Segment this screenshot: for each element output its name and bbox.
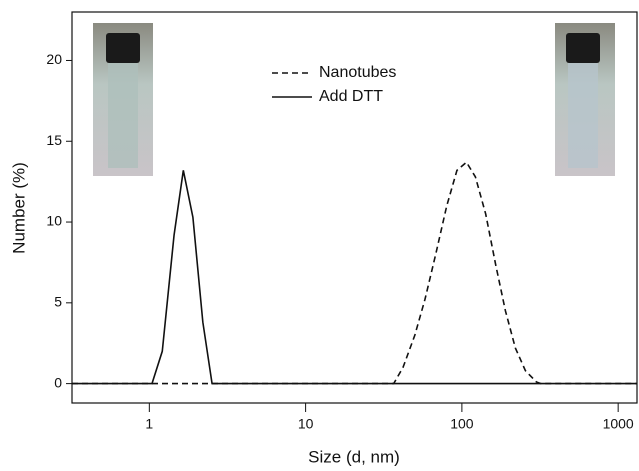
x-tick-label: 10 <box>298 416 314 432</box>
y-tick-label: 0 <box>54 374 62 390</box>
y-tick-label: 10 <box>46 213 62 229</box>
x-tick-label: 1000 <box>603 416 634 432</box>
y-tick-label: 5 <box>54 294 62 310</box>
series-line <box>72 161 637 385</box>
legend-label: Nanotubes <box>319 64 396 81</box>
y-tick-label: 20 <box>46 51 62 67</box>
series-line <box>72 170 637 385</box>
x-tick-label: 100 <box>450 416 474 432</box>
legend-label: Add DTT <box>319 88 383 105</box>
x-tick-label: 1 <box>145 416 153 432</box>
photo-left <box>93 23 153 176</box>
plot-frame <box>71 11 638 404</box>
y-tick-label: 15 <box>46 132 62 148</box>
photo-right <box>555 23 615 176</box>
x-axis-title: Size (d, nm) <box>308 447 400 466</box>
y-axis-title: Number (%) <box>9 162 28 254</box>
